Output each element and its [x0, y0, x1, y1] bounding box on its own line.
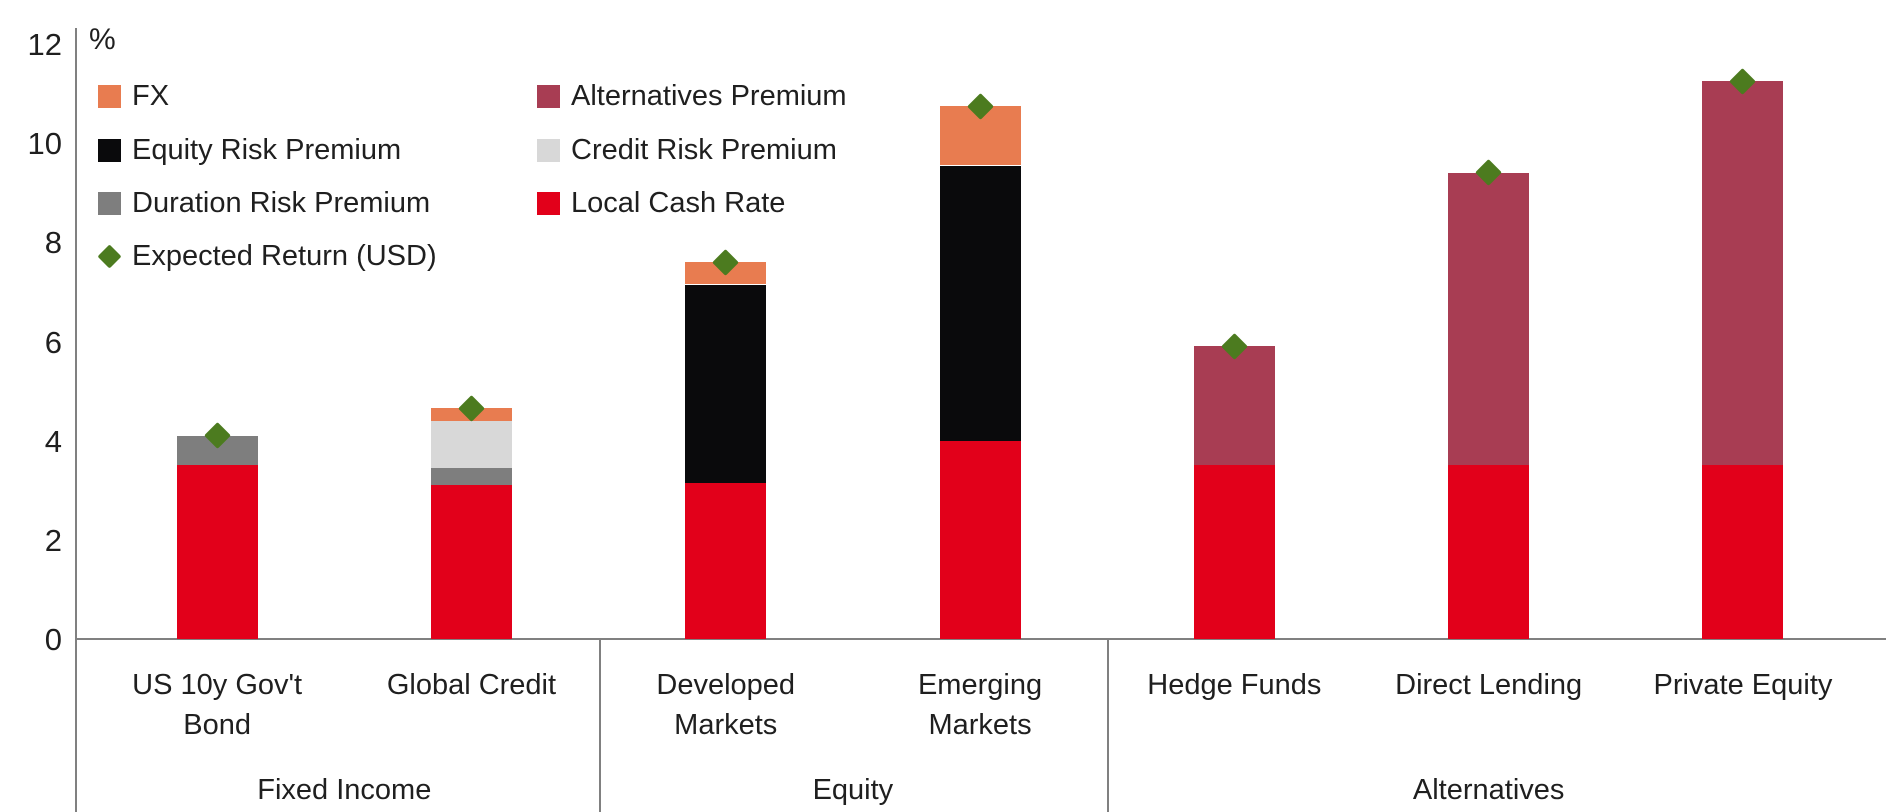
bar-segment-alternatives — [1702, 81, 1784, 466]
group-divider-line — [1107, 639, 1110, 812]
legend-label: Duration Risk Premium — [132, 187, 431, 219]
y-axis-tick-label: 0 — [44, 622, 62, 657]
bar-segment-local_cash_rate — [1193, 465, 1275, 639]
category-label: Emerging Markets — [917, 669, 1043, 741]
legend-swatch-credit_risk — [537, 138, 560, 162]
y-axis-tick-label: 10 — [27, 126, 62, 162]
group-divider-line — [598, 639, 601, 812]
legend-label: Equity Risk Premium — [132, 134, 402, 166]
bar-segment-local_cash_rate — [176, 465, 258, 639]
y-axis-tick-label: 4 — [44, 423, 62, 459]
group-label-equity: Equity — [812, 774, 894, 806]
bar-segment-duration_risk — [430, 467, 512, 486]
bar-segment-equity_risk — [685, 284, 767, 483]
group-label-alternatives: Alternatives — [1412, 774, 1565, 806]
y-axis-unit-label: % — [89, 23, 116, 56]
bar-segment-alternatives — [1193, 346, 1275, 466]
bar-segment-alternatives — [1448, 172, 1530, 466]
bar-segment-local_cash_rate — [1448, 465, 1530, 639]
y-axis-line — [75, 28, 77, 812]
legend-swatch-alternatives — [537, 84, 560, 108]
legend-swatch-equity_risk — [98, 138, 121, 162]
category-label: Direct Lending — [1395, 669, 1583, 701]
bar-segment-local_cash_rate — [430, 485, 512, 639]
legend-swatch-duration_risk — [98, 191, 121, 215]
legend-swatch-expected_return-diamond-icon — [97, 243, 122, 269]
bar-segment-local_cash_rate — [1702, 465, 1784, 639]
legend-label: Local Cash Rate — [571, 187, 786, 219]
x-axis-baseline — [75, 638, 1886, 640]
category-label: Private Equity — [1653, 669, 1833, 701]
legend-label: Expected Return (USD) — [132, 240, 437, 272]
bar-segment-credit_risk — [430, 420, 512, 468]
category-label: Hedge Funds — [1147, 669, 1322, 701]
bar-segment-local_cash_rate — [939, 440, 1021, 639]
y-axis-tick-label: 12 — [27, 27, 62, 63]
legend-swatch-local_cash_rate — [537, 191, 560, 215]
legend-label: Credit Risk Premium — [571, 134, 837, 166]
category-label: Developed Markets — [656, 669, 796, 741]
y-axis-tick-label: 6 — [44, 324, 62, 360]
legend-label: Alternatives Premium — [571, 80, 847, 112]
y-axis-tick-label: 8 — [44, 225, 62, 261]
bar-segment-equity_risk — [939, 165, 1021, 441]
group-label-fixed-income: Fixed Income — [257, 774, 432, 806]
bar-segment-local_cash_rate — [685, 482, 767, 639]
legend-swatch-fx — [98, 84, 121, 108]
y-axis-tick-label: 2 — [44, 522, 62, 558]
category-label: Global Credit — [386, 669, 557, 701]
legend-label: FX — [132, 80, 170, 112]
category-label: US 10y Gov't Bond — [132, 669, 303, 741]
